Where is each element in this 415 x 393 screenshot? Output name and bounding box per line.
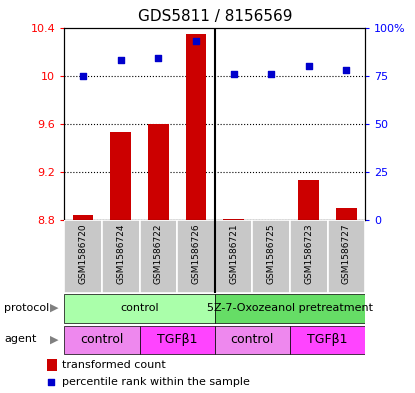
Bar — [290, 220, 327, 293]
Text: TGFβ1: TGFβ1 — [157, 333, 198, 346]
Text: protocol: protocol — [4, 303, 49, 313]
Text: control: control — [120, 303, 159, 313]
Bar — [148, 124, 168, 220]
Text: 5Z-7-Oxozeanol pretreatment: 5Z-7-Oxozeanol pretreatment — [207, 303, 373, 313]
Text: TGFβ1: TGFβ1 — [308, 333, 348, 346]
Text: agent: agent — [4, 334, 37, 344]
Text: GSM1586721: GSM1586721 — [229, 224, 238, 285]
Bar — [110, 132, 131, 220]
Bar — [73, 215, 93, 220]
Bar — [64, 326, 139, 354]
Point — [305, 63, 312, 69]
Bar — [252, 220, 290, 293]
Bar — [215, 326, 290, 354]
Bar — [290, 326, 365, 354]
Bar — [298, 180, 319, 220]
Text: GSM1586727: GSM1586727 — [342, 224, 351, 285]
Text: GSM1586722: GSM1586722 — [154, 224, 163, 284]
Text: GSM1586725: GSM1586725 — [267, 224, 276, 285]
Point — [117, 57, 124, 63]
Title: GDS5811 / 8156569: GDS5811 / 8156569 — [137, 9, 292, 24]
Point — [80, 72, 86, 79]
Point — [155, 55, 162, 61]
Bar — [327, 220, 365, 293]
Point — [343, 67, 350, 73]
Point — [230, 71, 237, 77]
Text: GSM1586720: GSM1586720 — [78, 224, 88, 285]
Text: transformed count: transformed count — [62, 360, 166, 370]
Point — [268, 71, 274, 77]
Bar — [139, 326, 215, 354]
Text: GSM1586724: GSM1586724 — [116, 224, 125, 284]
Text: GSM1586723: GSM1586723 — [304, 224, 313, 285]
Bar — [336, 208, 357, 220]
Bar — [215, 294, 365, 323]
Bar — [139, 220, 177, 293]
Bar — [223, 219, 244, 220]
Bar — [177, 220, 215, 293]
Text: control: control — [231, 333, 274, 346]
Text: percentile rank within the sample: percentile rank within the sample — [62, 377, 250, 387]
Text: ▶: ▶ — [50, 334, 58, 344]
Text: ▶: ▶ — [50, 303, 58, 313]
Bar — [186, 33, 206, 220]
Bar — [47, 359, 57, 371]
Bar — [64, 294, 215, 323]
Point — [48, 378, 54, 385]
Text: control: control — [80, 333, 124, 346]
Bar — [102, 220, 139, 293]
Bar — [215, 220, 252, 293]
Text: GSM1586726: GSM1586726 — [191, 224, 200, 285]
Bar — [64, 220, 102, 293]
Point — [193, 38, 199, 44]
